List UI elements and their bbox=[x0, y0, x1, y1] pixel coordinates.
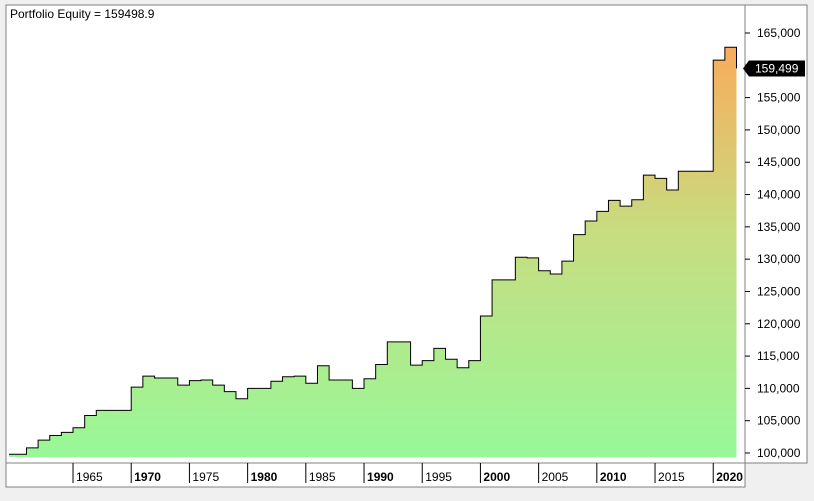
x-tick-label: 1985 bbox=[309, 470, 336, 484]
x-tick-label: 1970 bbox=[134, 470, 161, 484]
x-tick-label: 1975 bbox=[192, 470, 219, 484]
y-tick-label: 115,000 bbox=[757, 349, 800, 363]
chart-title: Portfolio Equity = 159498.9 bbox=[10, 7, 155, 21]
x-tick-label: 2000 bbox=[483, 470, 510, 484]
y-tick-label: 150,000 bbox=[757, 123, 801, 137]
last-value-badge-shape bbox=[743, 60, 805, 77]
y-tick-label: 145,000 bbox=[757, 155, 801, 169]
x-tick-label: 1995 bbox=[425, 470, 452, 484]
x-tick-label: 2015 bbox=[658, 470, 685, 484]
y-tick-label: 135,000 bbox=[757, 220, 801, 234]
y-tick-label: 165,000 bbox=[757, 26, 801, 40]
y-axis-panel bbox=[744, 4, 808, 464]
x-tick-label: 2010 bbox=[600, 470, 627, 484]
x-tick-label: 2005 bbox=[542, 470, 569, 484]
y-tick-label: 100,000 bbox=[757, 446, 801, 460]
x-axis-panel bbox=[5, 462, 746, 488]
x-tick-label: 2020 bbox=[716, 470, 743, 484]
equity-line bbox=[9, 46, 738, 455]
x-axis: 1965 1970 1975 1980 1985 1990 1995 2000 2005 2010… bbox=[72, 463, 743, 484]
y-axis: 100,000 105,000 110,000 115,000 120,000 125,0… bbox=[745, 26, 801, 460]
x-tick-label: 1965 bbox=[76, 470, 103, 484]
last-value-label: 159,499 bbox=[755, 62, 799, 76]
y-tick-label: 140,000 bbox=[757, 188, 801, 202]
y-tick-label: 110,000 bbox=[757, 381, 800, 395]
equity-area bbox=[9, 47, 737, 457]
last-value-badge: 159,499 bbox=[743, 60, 805, 77]
y-tick-label: 125,000 bbox=[757, 284, 801, 298]
y-tick-label: 155,000 bbox=[757, 91, 801, 105]
y-tick-label: 105,000 bbox=[757, 414, 801, 428]
y-tick-label: 130,000 bbox=[757, 252, 801, 266]
x-tick-label: 1990 bbox=[367, 470, 394, 484]
area-layer bbox=[9, 47, 737, 457]
y-tick-label: 120,000 bbox=[757, 317, 801, 331]
equity-line-layer bbox=[9, 46, 738, 455]
x-tick-label: 1980 bbox=[251, 470, 278, 484]
